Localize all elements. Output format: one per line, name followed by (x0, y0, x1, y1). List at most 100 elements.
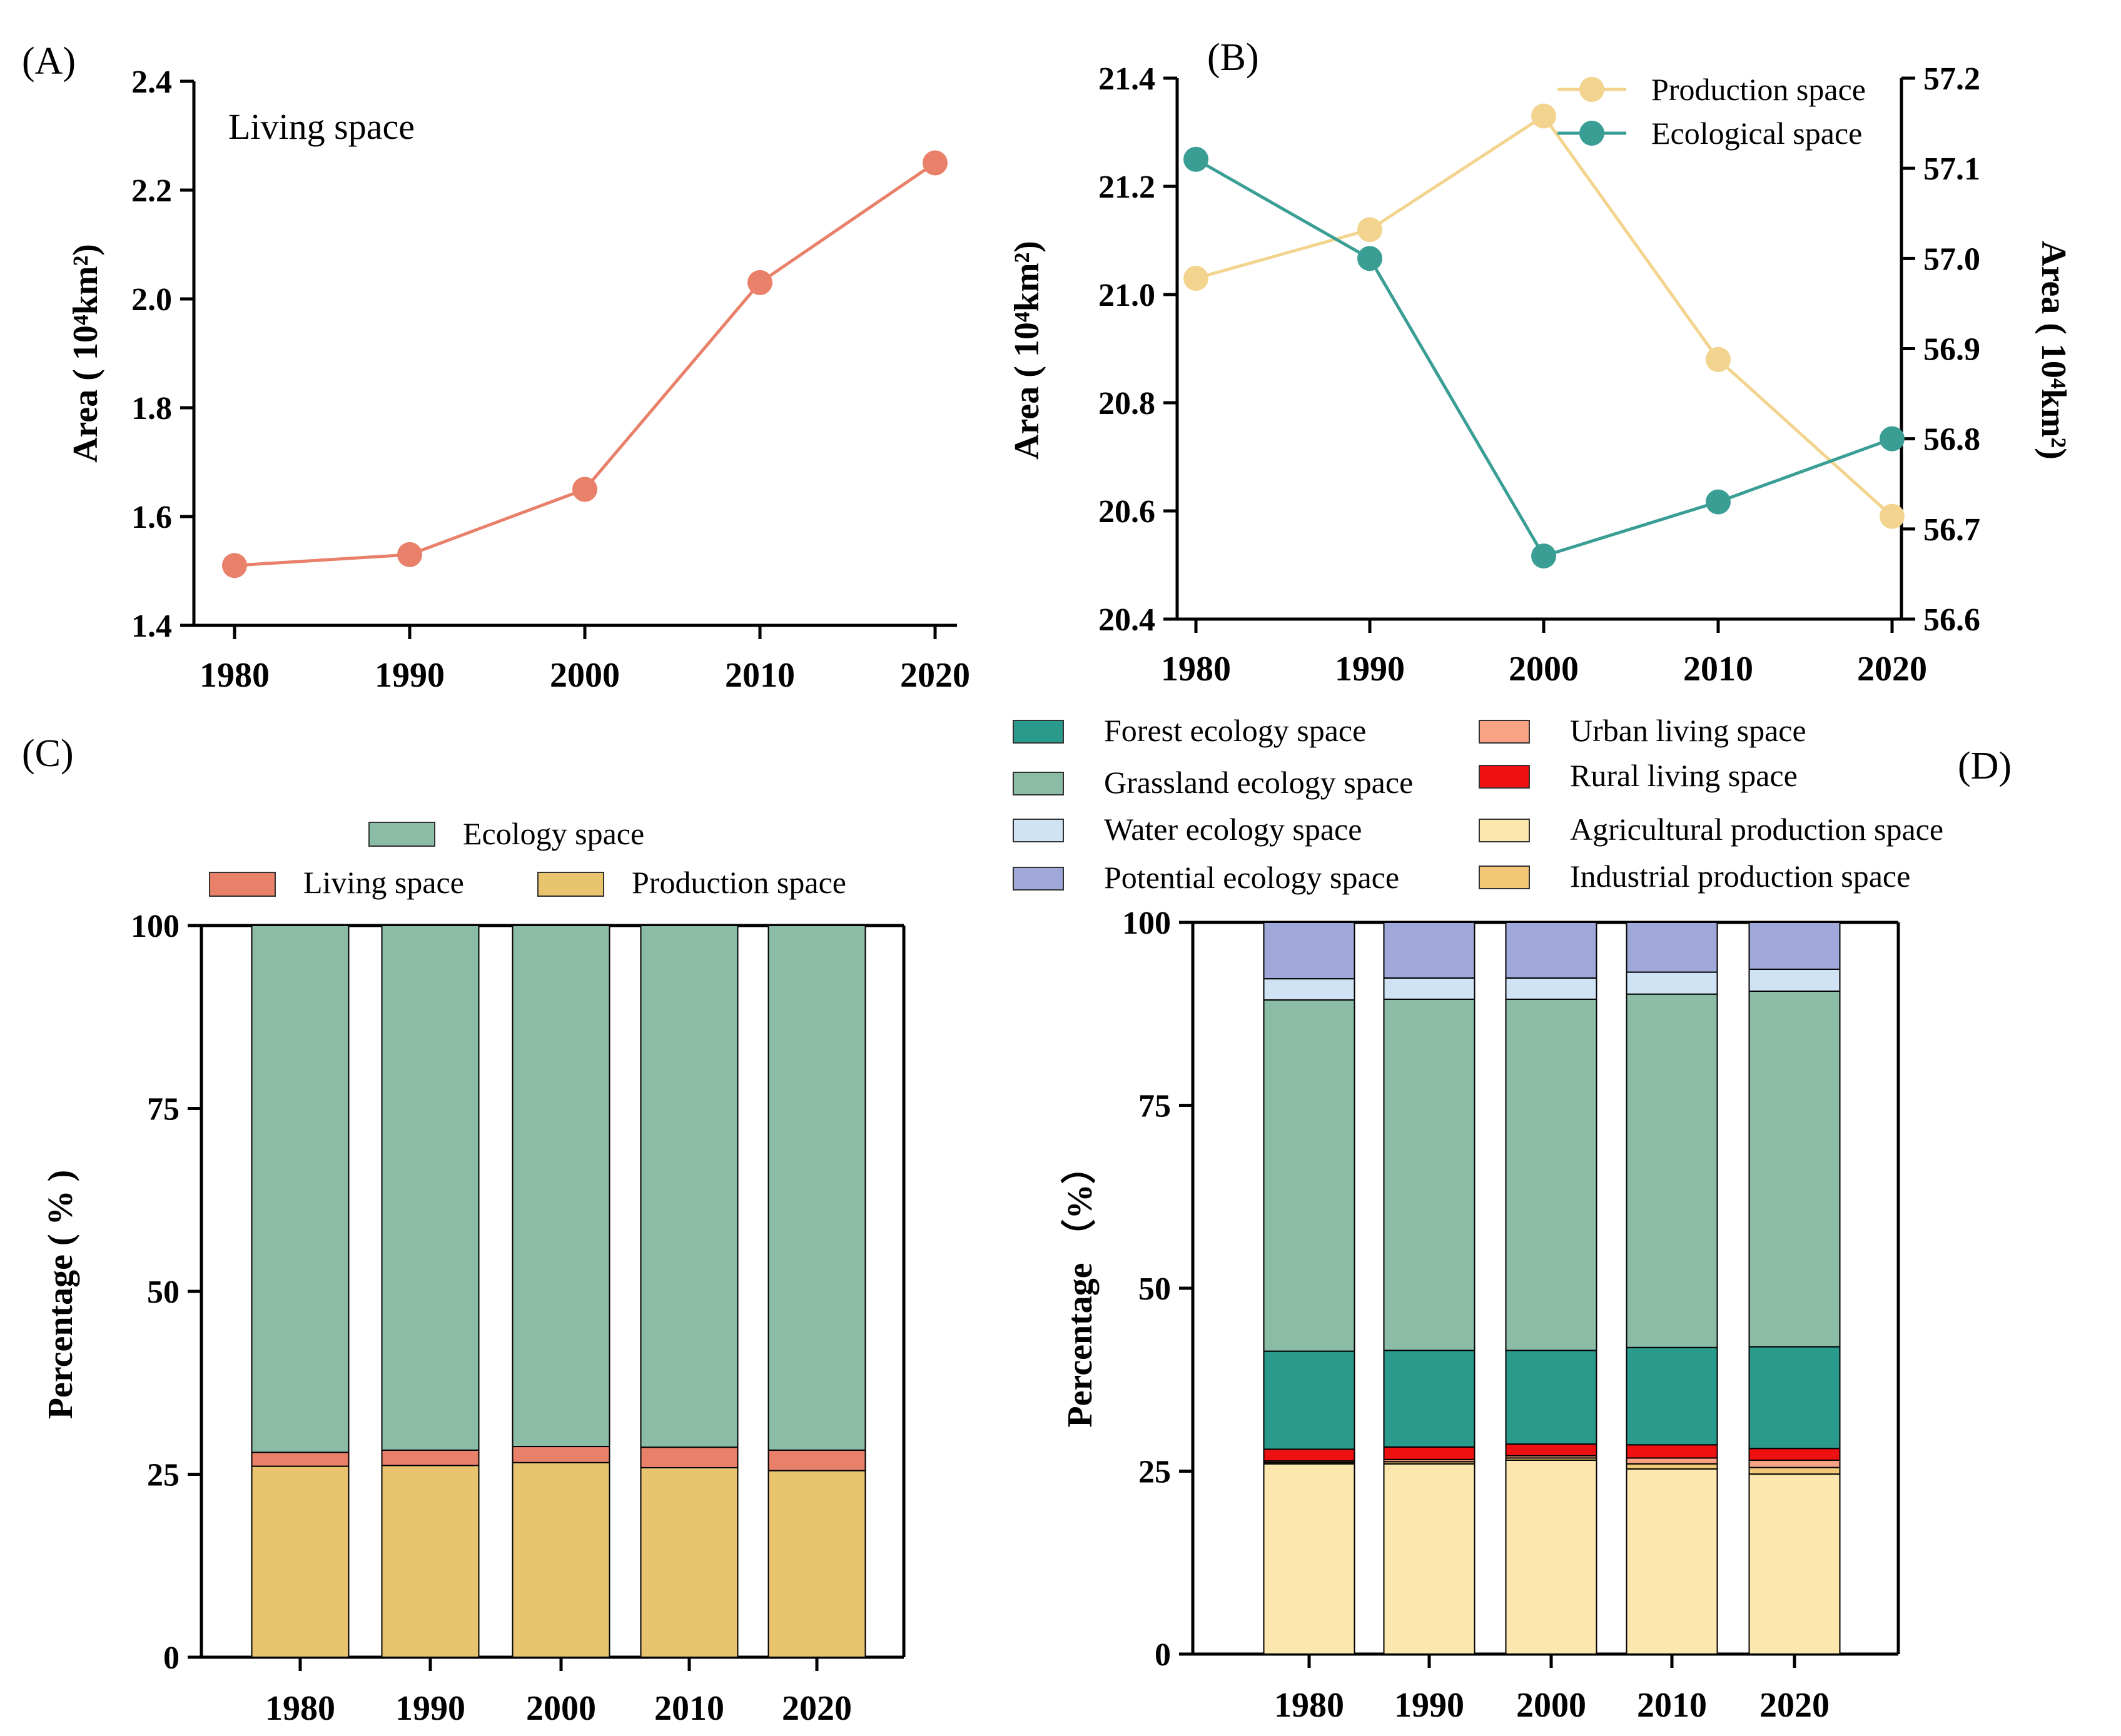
panel-d-bar-forest-ecology-space (1505, 1350, 1597, 1445)
panel-c-bar-ecology-space (640, 925, 739, 1448)
living-space-point (747, 270, 772, 295)
panel-b: (B) 20.420.620.821.021.221.4 56.656.756.… (1008, 36, 2073, 689)
panel-d-bar-agricultural-production-space (1748, 1473, 1841, 1655)
panel-d-bar-agricultural-production-space (1505, 1459, 1597, 1655)
legend-living-label: Living space (303, 865, 464, 900)
panel-c-y-tick-label: 50 (147, 1274, 180, 1310)
panel-c-bars (251, 925, 866, 1658)
living-space-point (222, 553, 247, 578)
ecological-space-line (1195, 158, 1893, 558)
panel-b-x-ticks: 1980 1990 2000 2010 2020 (1161, 619, 1927, 689)
panel-d-bar-potential-ecology-space (1263, 922, 1355, 980)
production-space-point (1183, 266, 1208, 291)
legend-production-marker (1579, 77, 1604, 102)
legend-forest-label: Forest ecology space (1104, 713, 1366, 748)
legend-grassland-swatch (1013, 772, 1064, 795)
panel-b-left-title: Area ( 10⁴km²) (1008, 241, 1046, 460)
panel-c-bar-living-space (512, 1446, 610, 1463)
panel-d-bar-rural-living-space (1626, 1444, 1718, 1459)
panel-a: (A) Living space 1.4 1.6 1.8 2.0 2.2 2.4 1980… (22, 40, 970, 695)
panel-c-bar-production-space (640, 1466, 739, 1658)
panel-c-x-tick-label: 1980 (265, 1689, 335, 1728)
panel-c-bar-production-space (381, 1465, 480, 1658)
panel-d-bars (1263, 922, 1841, 1655)
panel-d-y-tick-label: 75 (1138, 1089, 1171, 1124)
legend-urban-label: Urban living space (1570, 713, 1806, 748)
panel-c-legend: Ecology space Living space Production sp… (209, 816, 846, 900)
panel-a-x-tick-label: 2020 (900, 656, 970, 695)
legend-potential-swatch (1013, 867, 1064, 891)
panel-a-marks (222, 150, 948, 578)
panel-c-y-tick-label: 100 (131, 909, 180, 944)
legend-production-label: Production space (1651, 72, 1866, 107)
panel-d-bar-forest-ecology-space (1748, 1346, 1841, 1450)
legend-ecology-label: Ecology space (463, 816, 644, 851)
panel-d-bar-urban-living-space (1748, 1459, 1841, 1468)
ecological-space-point (1706, 489, 1731, 515)
panel-d-bar-rural-living-space (1748, 1448, 1841, 1461)
panel-d-bar-water-ecology-space (1626, 971, 1718, 995)
panel-b-axes (1175, 78, 1903, 621)
ecological-space-point (1357, 246, 1382, 271)
panel-c-bar-ecology-space (251, 925, 350, 1453)
panel-a-x-ticks: 1980 1990 2000 2010 2020 (200, 625, 970, 695)
panel-b-right-tick-label: 56.7 (1923, 512, 1980, 548)
living-space-point (572, 477, 597, 502)
panel-a-x-tick-label: 2000 (550, 656, 620, 695)
panel-c-bar-living-space (381, 1449, 480, 1466)
panel-c-y-tick-label: 25 (147, 1458, 180, 1493)
panel-c-x-ticks: 1980 1990 2000 2010 2020 (265, 1657, 852, 1728)
panel-d-bar-industrial-production-space (1626, 1463, 1718, 1470)
legend-water-swatch (1013, 819, 1064, 842)
legend-production-space-label: Production space (632, 865, 846, 900)
panel-c-bar-production-space (251, 1465, 350, 1658)
panel-d-y-tick-label: 100 (1122, 906, 1171, 941)
panel-c-bar-ecology-space (381, 925, 480, 1451)
legend-ecology-swatch (368, 822, 435, 847)
panel-d-bar-potential-ecology-space (1748, 922, 1841, 970)
panel-d-bar-rural-living-space (1383, 1446, 1476, 1460)
production-space-point (1706, 346, 1731, 372)
panel-d-bar-industrial-production-space (1748, 1466, 1841, 1475)
panel-a-y-tick-label: 1.8 (131, 391, 172, 426)
panel-c-bar-living-space (767, 1449, 866, 1471)
panel-d-legend: Forest ecology space Grassland ecology s… (1013, 713, 1943, 895)
panel-c-x-tick-label: 2020 (782, 1689, 852, 1728)
panel-d-bar-forest-ecology-space (1263, 1350, 1355, 1450)
panel-a-annotation: Living space (228, 106, 415, 147)
panel-a-axes (192, 81, 957, 627)
panel-b-x-tick-label: 1990 (1335, 650, 1405, 689)
panel-a-x-tick-label: 2010 (725, 656, 795, 695)
panel-b-left-tick-label: 21.0 (1098, 278, 1155, 313)
panel-a-y-tick-label: 1.4 (131, 608, 172, 644)
panel-d-x-ticks: 1980 1990 2000 2010 2020 (1274, 1654, 1830, 1725)
legend-urban-swatch (1479, 720, 1530, 744)
panel-b-right-title: Area ( 10⁴km²) (2034, 241, 2073, 460)
panel-c-x-tick-label: 2010 (654, 1689, 724, 1728)
panel-b-legend: Production space Ecological space (1557, 72, 1866, 151)
ecological-space-point (1880, 426, 1905, 452)
ecological-space-point (1183, 146, 1208, 172)
panel-c-y-tick-label: 0 (163, 1640, 180, 1676)
panel-b-marks (1183, 103, 1905, 569)
panel-d-bar-forest-ecology-space (1626, 1346, 1718, 1446)
legend-ecological-marker (1579, 121, 1604, 146)
panel-d-x-tick-label: 1980 (1274, 1686, 1344, 1725)
panel-d-bar-grassland-ecology-space (1263, 999, 1355, 1352)
panel-d: (D) Forest ecology space Grassland ecolo… (1013, 713, 2012, 1725)
panel-d-bar-rural-living-space (1263, 1448, 1355, 1462)
production-space-point (1531, 103, 1556, 129)
panel-b-x-tick-label: 2020 (1857, 650, 1927, 689)
panel-d-bar-water-ecology-space (1748, 968, 1841, 992)
legend-grassland-label: Grassland ecology space (1104, 765, 1413, 800)
panel-a-x-tick-label: 1980 (200, 656, 270, 695)
panel-b-left-tick-label: 21.2 (1098, 169, 1155, 205)
panel-b-left-tick-label: 20.8 (1098, 386, 1155, 421)
panel-c-x-tick-label: 2000 (526, 1689, 596, 1728)
production-space-line (1195, 114, 1893, 518)
panel-c-y-tick-label: 75 (147, 1092, 180, 1128)
panel-d-bar-grassland-ecology-space (1505, 998, 1597, 1351)
legend-rural-label: Rural living space (1570, 758, 1798, 793)
legend-agricultural-label: Agricultural production space (1570, 812, 1943, 847)
